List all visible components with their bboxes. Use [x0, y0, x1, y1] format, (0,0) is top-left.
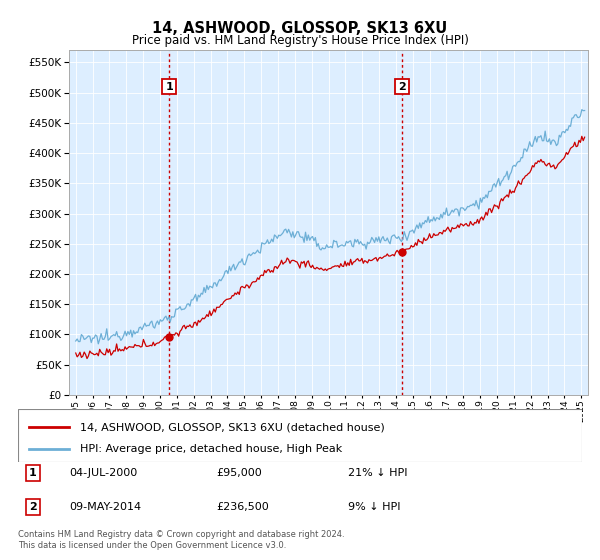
Text: Price paid vs. HM Land Registry's House Price Index (HPI): Price paid vs. HM Land Registry's House … — [131, 34, 469, 46]
Text: 2: 2 — [29, 502, 37, 512]
Text: HPI: Average price, detached house, High Peak: HPI: Average price, detached house, High… — [80, 444, 342, 454]
Text: 9% ↓ HPI: 9% ↓ HPI — [348, 502, 401, 512]
Text: This data is licensed under the Open Government Licence v3.0.: This data is licensed under the Open Gov… — [18, 541, 286, 550]
Text: Contains HM Land Registry data © Crown copyright and database right 2024.: Contains HM Land Registry data © Crown c… — [18, 530, 344, 539]
Text: 21% ↓ HPI: 21% ↓ HPI — [348, 468, 407, 478]
Text: 09-MAY-2014: 09-MAY-2014 — [69, 502, 141, 512]
Text: 1: 1 — [29, 468, 37, 478]
FancyBboxPatch shape — [18, 409, 582, 462]
Text: 14, ASHWOOD, GLOSSOP, SK13 6XU (detached house): 14, ASHWOOD, GLOSSOP, SK13 6XU (detached… — [80, 422, 385, 432]
Text: 2: 2 — [398, 82, 406, 92]
Text: £236,500: £236,500 — [216, 502, 269, 512]
Text: 1: 1 — [165, 82, 173, 92]
Text: 14, ASHWOOD, GLOSSOP, SK13 6XU: 14, ASHWOOD, GLOSSOP, SK13 6XU — [152, 21, 448, 36]
Text: £95,000: £95,000 — [216, 468, 262, 478]
Text: 04-JUL-2000: 04-JUL-2000 — [69, 468, 137, 478]
